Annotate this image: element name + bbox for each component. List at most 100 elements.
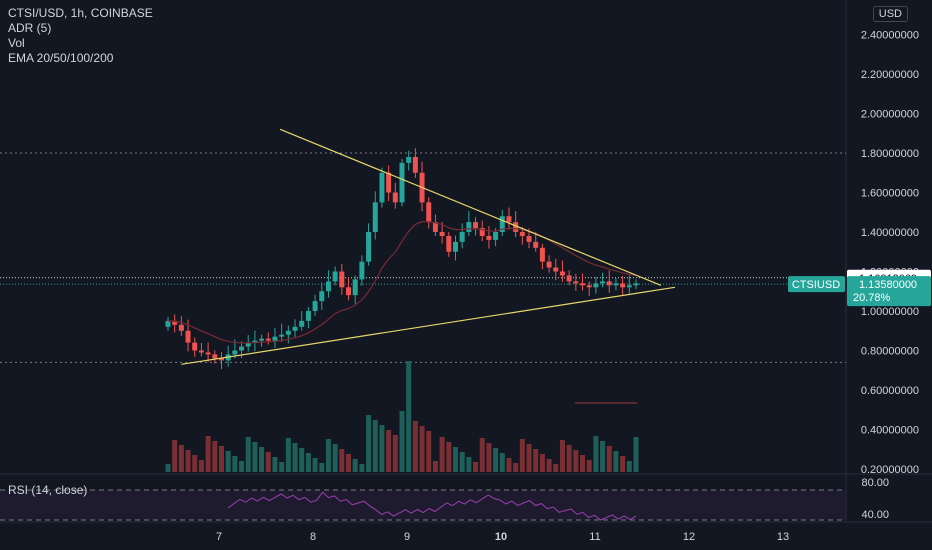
price-candle[interactable]: [513, 222, 519, 232]
price-candle[interactable]: [178, 324, 184, 331]
volume-bar: [399, 411, 405, 472]
price-candle[interactable]: [312, 301, 318, 311]
price-candle[interactable]: [593, 283, 599, 288]
time-tick-label: 13: [777, 531, 789, 543]
rsi-legend[interactable]: RSI (14, close): [8, 483, 88, 497]
price-candle[interactable]: [426, 202, 432, 223]
price-candle[interactable]: [412, 156, 418, 173]
price-candle[interactable]: [272, 336, 278, 341]
price-candle[interactable]: [626, 285, 632, 288]
price-candle[interactable]: [613, 283, 619, 286]
price-candle[interactable]: [259, 338, 265, 341]
price-candle[interactable]: [205, 352, 211, 355]
indicator-ema[interactable]: EMA 20/50/100/200: [8, 51, 114, 65]
volume-bar: [439, 437, 445, 472]
trendline-lower[interactable]: [181, 286, 675, 365]
price-candle[interactable]: [192, 342, 198, 351]
indicator-vol[interactable]: Vol: [8, 36, 25, 50]
price-candle[interactable]: [493, 232, 499, 240]
price-candle[interactable]: [346, 287, 352, 296]
time-tick-label: 9: [404, 531, 410, 543]
price-candle[interactable]: [620, 283, 626, 288]
price-candle[interactable]: [319, 291, 325, 302]
price-candle[interactable]: [325, 281, 331, 292]
price-candle[interactable]: [546, 261, 552, 268]
symbol-title[interactable]: CTSI/USD, 1h, COINBASE: [8, 6, 153, 20]
price-candle[interactable]: [439, 232, 445, 236]
price-candle[interactable]: [539, 247, 545, 262]
indicator-adr[interactable]: ADR (5): [8, 21, 52, 35]
price-candle[interactable]: [432, 222, 438, 232]
price-candle[interactable]: [379, 172, 385, 203]
price-candle[interactable]: [386, 172, 392, 193]
volume-bar: [526, 444, 532, 472]
price-candle[interactable]: [265, 338, 271, 341]
price-candle[interactable]: [339, 271, 345, 288]
price-candle[interactable]: [499, 216, 505, 232]
volume-bar: [486, 443, 492, 472]
price-candle[interactable]: [452, 241, 458, 252]
price-candle[interactable]: [218, 358, 224, 361]
price-candle[interactable]: [473, 222, 479, 229]
ema-line: [167, 221, 637, 344]
price-candle[interactable]: [332, 271, 338, 282]
price-candle[interactable]: [366, 232, 372, 262]
price-candle[interactable]: [285, 330, 291, 335]
price-tick-label: 0.60000000: [861, 385, 919, 397]
price-candle[interactable]: [198, 350, 204, 353]
trendline-upper[interactable]: [279, 128, 662, 286]
price-candle[interactable]: [212, 354, 218, 359]
price-candle[interactable]: [165, 320, 171, 327]
price-candle[interactable]: [292, 326, 298, 331]
price-candle[interactable]: [299, 320, 305, 327]
price-candle[interactable]: [586, 285, 592, 288]
price-candle[interactable]: [580, 283, 586, 286]
price-candle[interactable]: [245, 342, 251, 347]
price-candle[interactable]: [232, 350, 238, 355]
volume-bar: [613, 451, 619, 472]
price-candle[interactable]: [459, 232, 465, 242]
price-tick-label: 0.20000000: [861, 464, 919, 476]
price-candle[interactable]: [573, 281, 579, 284]
price-candle[interactable]: [279, 334, 285, 337]
volume-bar: [198, 460, 204, 472]
price-candle[interactable]: [633, 283, 639, 286]
price-candle[interactable]: [533, 241, 539, 248]
time-tick-label: 10: [495, 531, 507, 543]
price-candle[interactable]: [606, 281, 612, 286]
volume-bar: [539, 454, 545, 472]
volume-bar: [586, 460, 592, 472]
price-candle[interactable]: [479, 228, 485, 236]
price-candle[interactable]: [566, 275, 572, 282]
price-candle[interactable]: [392, 192, 398, 203]
price-candle[interactable]: [466, 222, 472, 232]
currency-button[interactable]: USD: [872, 6, 908, 22]
price-candle[interactable]: [406, 156, 412, 163]
price-candle[interactable]: [446, 235, 452, 252]
volume-bar: [312, 458, 318, 472]
price-tick-label: 1.80000000: [861, 148, 919, 160]
volume-bar: [292, 443, 298, 472]
price-tick-label: 1.40000000: [861, 227, 919, 239]
volume-bar: [426, 431, 432, 472]
price-candle[interactable]: [372, 202, 378, 232]
price-candle[interactable]: [486, 235, 492, 240]
price-candle[interactable]: [399, 162, 405, 203]
price-candle[interactable]: [526, 235, 532, 242]
time-tick-label: 8: [310, 531, 316, 543]
price-candle[interactable]: [352, 279, 358, 296]
price-candle[interactable]: [559, 271, 565, 276]
price-candle[interactable]: [172, 320, 178, 325]
price-candle[interactable]: [553, 267, 559, 272]
price-candle[interactable]: [359, 261, 365, 280]
price-candle[interactable]: [519, 232, 525, 236]
price-candle[interactable]: [252, 340, 258, 343]
price-candle[interactable]: [185, 330, 191, 343]
price-candle[interactable]: [600, 281, 606, 284]
volume-bar: [325, 439, 331, 472]
price-candle[interactable]: [305, 311, 311, 321]
price-candle[interactable]: [239, 346, 245, 351]
price-candle[interactable]: [506, 216, 512, 223]
volume-bar: [372, 420, 378, 472]
